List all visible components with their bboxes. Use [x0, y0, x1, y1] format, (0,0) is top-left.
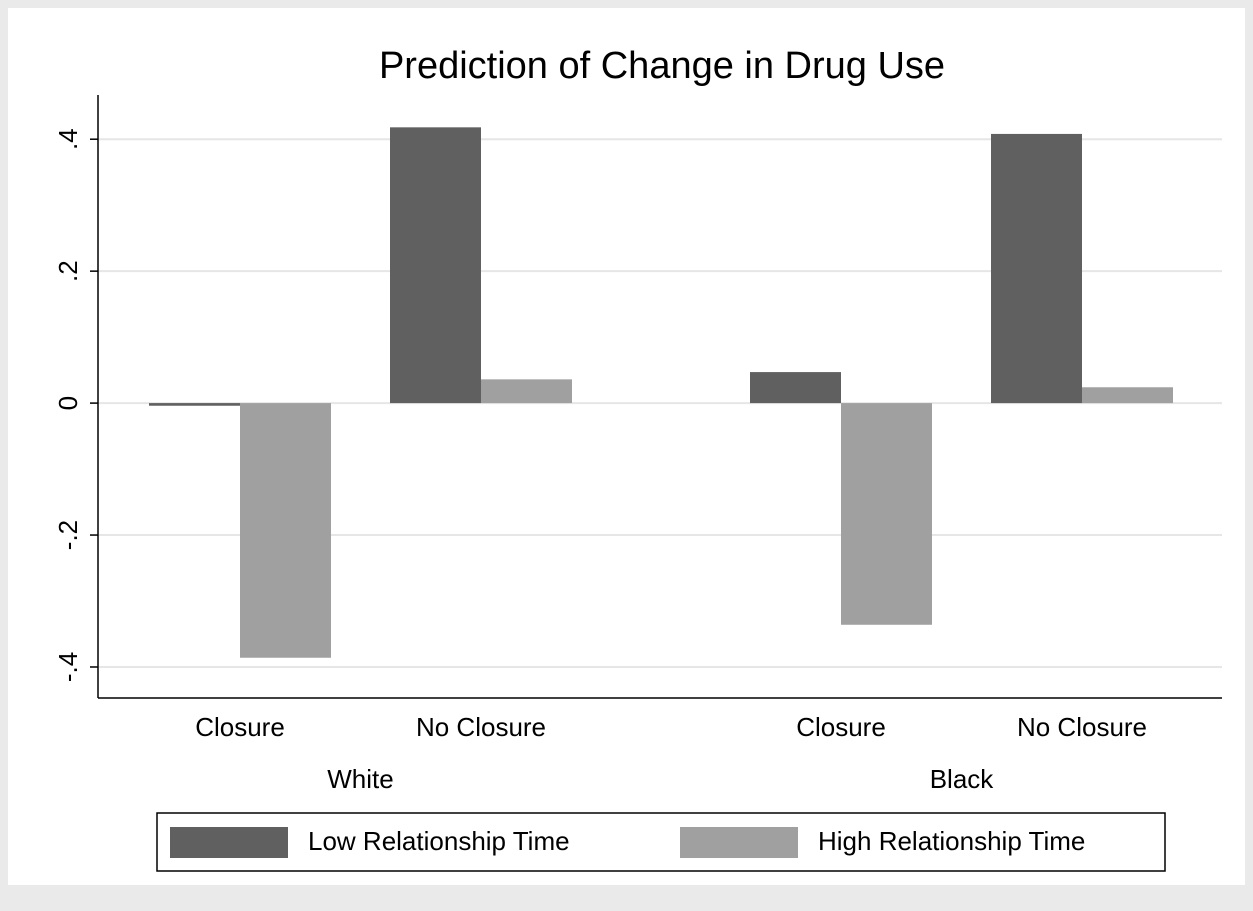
bar	[991, 133, 1082, 404]
x-tick-label: No Closure	[416, 712, 546, 742]
group-label: Black	[930, 764, 995, 794]
bar	[841, 403, 932, 625]
y-tick-label: -.2	[53, 520, 83, 550]
x-tick-label: Closure	[796, 712, 886, 742]
x-tick-label: No Closure	[1017, 712, 1147, 742]
bar	[750, 372, 841, 404]
chart-title: Prediction of Change in Drug Use	[379, 45, 945, 87]
bar	[390, 127, 481, 404]
y-tick-label: 0	[53, 396, 83, 410]
legend-swatch	[170, 827, 288, 858]
bar	[240, 403, 331, 658]
bar	[481, 379, 572, 404]
x-tick-label: Closure	[195, 712, 285, 742]
bar	[1082, 387, 1173, 404]
y-tick-label: -.4	[53, 652, 83, 682]
legend-label: High Relationship Time	[818, 826, 1085, 856]
legend-box	[156, 812, 1166, 872]
legend-label: Low Relationship Time	[308, 826, 570, 856]
y-tick-label: .2	[53, 260, 83, 282]
y-tick-label: .4	[53, 128, 83, 150]
group-label: White	[327, 764, 393, 794]
bar	[149, 403, 240, 406]
legend-swatch	[680, 827, 798, 858]
